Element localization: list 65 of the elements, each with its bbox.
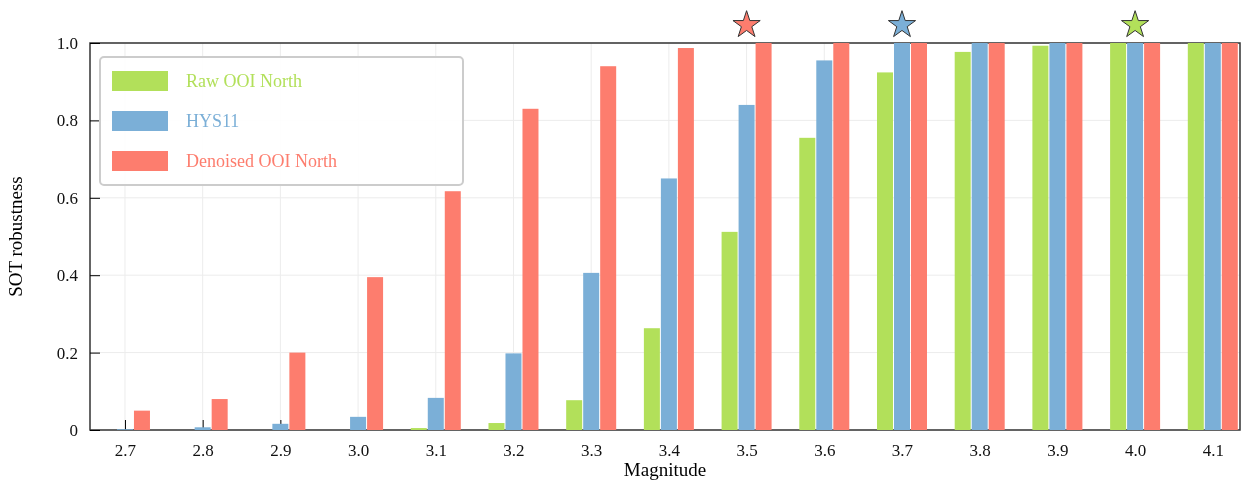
bar (643, 328, 660, 430)
x-tick-label: 3.0 (347, 441, 370, 461)
bar (954, 51, 971, 430)
bar (721, 231, 738, 430)
x-tick-label: 3.4 (658, 441, 681, 461)
bar (289, 352, 306, 430)
bar (133, 410, 150, 430)
x-tick-label: 2.7 (114, 441, 137, 461)
bar (583, 272, 600, 430)
bar (1049, 43, 1066, 430)
x-tick-label: 3.9 (1047, 441, 1069, 461)
bar (660, 178, 677, 430)
bar (367, 277, 384, 430)
bar (505, 353, 522, 430)
bar (971, 43, 988, 430)
bar (1110, 43, 1127, 430)
y-tick-label: 0 (69, 420, 78, 440)
x-tick-label: 3.7 (891, 441, 914, 461)
bar (799, 137, 816, 430)
x-tick-label: 3.8 (969, 441, 991, 461)
y-tick-label: 0.4 (56, 266, 79, 286)
bar (272, 423, 289, 430)
bar (350, 416, 367, 430)
y-tick-label: 1.0 (56, 33, 78, 53)
bar (522, 108, 539, 430)
x-tick-label: 3.3 (581, 441, 603, 461)
x-tick-label: 4.0 (1124, 441, 1147, 461)
bar (600, 66, 617, 430)
bar (755, 43, 772, 430)
x-tick-label: 2.9 (270, 441, 292, 461)
legend-label: HYS11 (186, 111, 240, 131)
bar (738, 104, 755, 430)
x-tick-label: 3.2 (503, 441, 525, 461)
x-tick-label: 3.1 (425, 441, 447, 461)
bar (1221, 43, 1238, 430)
legend-label: Denoised OOI North (186, 151, 337, 171)
bar (833, 43, 850, 430)
y-tick-label: 0.8 (56, 111, 78, 131)
bar (893, 43, 910, 430)
bar (488, 423, 505, 430)
bar (566, 400, 583, 430)
bar (1144, 43, 1161, 430)
bar (1204, 43, 1221, 430)
x-tick-label: 3.5 (736, 441, 758, 461)
bar (194, 427, 211, 430)
y-tick-label: 0.2 (56, 343, 78, 363)
bar (1066, 43, 1083, 430)
y-tick-label: 0.6 (56, 188, 78, 208)
bar (876, 72, 893, 430)
bar (1187, 43, 1204, 430)
x-tick-label: 4.1 (1202, 441, 1224, 461)
bar (910, 43, 927, 430)
x-tick-label: 3.6 (814, 441, 836, 461)
bar (988, 43, 1005, 430)
x-tick-label: 2.8 (192, 441, 214, 461)
bar (1032, 45, 1049, 430)
bar (211, 399, 228, 430)
y-axis-title: SOT robustness (5, 176, 26, 297)
bar (1127, 43, 1144, 430)
x-axis-title: Magnitude (623, 459, 707, 480)
bar (444, 191, 461, 430)
legend-label: Raw OOI North (186, 71, 302, 91)
bar (816, 60, 833, 430)
bar (427, 397, 444, 430)
bar (677, 48, 694, 430)
